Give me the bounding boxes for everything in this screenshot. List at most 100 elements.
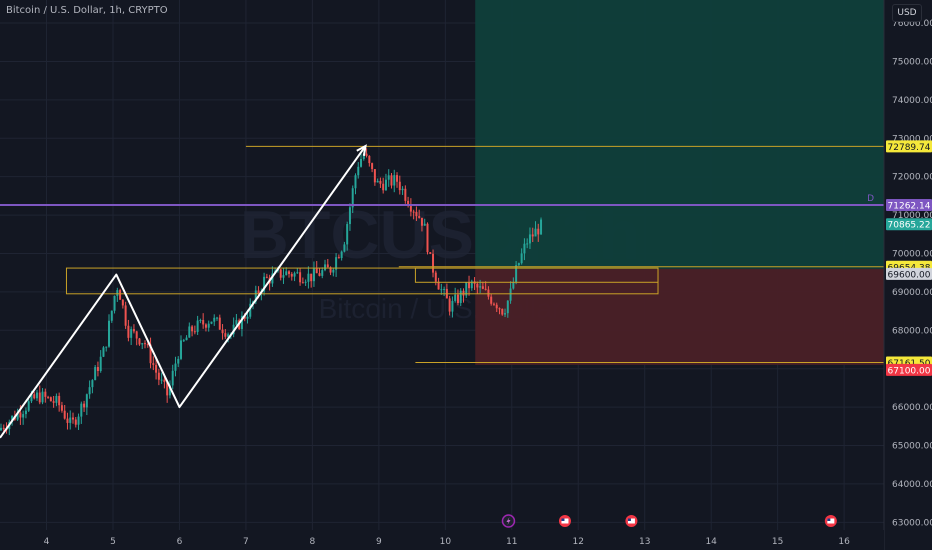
candle-body	[310, 273, 313, 282]
candle-body	[55, 395, 58, 403]
time-tick-label: 9	[376, 537, 382, 547]
candle-body	[376, 180, 379, 183]
flag-glyph-canton	[827, 518, 831, 521]
candle-body	[210, 321, 213, 324]
candle-body	[11, 415, 14, 422]
candle-body	[152, 363, 155, 365]
time-tick-label: 11	[506, 537, 517, 547]
candle-body	[72, 417, 75, 420]
candle-body	[66, 418, 69, 423]
price-tick-label: 70000.00	[892, 249, 932, 259]
candle-body	[83, 403, 86, 408]
candle-body	[132, 329, 135, 332]
candle-body	[509, 288, 512, 301]
candle-body	[127, 325, 130, 338]
candle-body	[207, 323, 210, 328]
candle-body	[420, 217, 423, 226]
level-marker: D	[867, 194, 874, 204]
candle-body	[218, 317, 221, 330]
candle-body	[38, 392, 41, 403]
price-label-bg	[886, 140, 932, 153]
candle-body	[105, 346, 108, 348]
symbol-title[interactable]: Bitcoin / U.S. Dollar, 1h, CRYPTO	[6, 5, 168, 16]
candle-body	[456, 294, 459, 304]
candle-body	[193, 331, 196, 333]
price-label-bg	[886, 363, 932, 376]
price-axis[interactable]: 63000.0064000.0065000.0066000.0067000.00…	[883, 0, 932, 550]
candle-body	[429, 252, 432, 254]
candle-body	[149, 344, 152, 364]
candle-body	[468, 282, 471, 289]
candle-body	[465, 282, 468, 296]
price-tick-label: 65000.00	[892, 442, 932, 452]
flag-glyph-canton	[561, 518, 565, 521]
price-tick-label: 66000.00	[892, 403, 932, 413]
candle-body	[443, 288, 446, 290]
candle-body	[296, 272, 299, 274]
candle-body	[423, 223, 426, 226]
candle-body	[185, 337, 188, 341]
candle-body	[315, 268, 318, 274]
candle-body	[360, 159, 363, 167]
candle-body	[99, 356, 102, 371]
price-label-bg	[886, 199, 932, 212]
candle-body	[171, 370, 174, 386]
candle-body	[454, 294, 457, 301]
profit-zone	[475, 0, 884, 269]
candle-body	[263, 276, 266, 292]
time-axis[interactable]: 4 5 6 7 8 9 10 11 12 13 14 15 16	[0, 530, 884, 550]
candle-body	[418, 216, 421, 218]
price-tick-label: 71000.00	[892, 211, 932, 221]
candle-body	[409, 205, 412, 212]
candle-body	[387, 175, 390, 180]
inner-range-box	[414, 267, 659, 283]
candle-body	[531, 234, 534, 237]
candle-body	[243, 315, 246, 319]
candle-body	[528, 234, 531, 244]
candle-body	[293, 273, 296, 277]
candle-body	[94, 367, 97, 381]
time-tick-label: 16	[838, 537, 850, 547]
candle-body	[481, 286, 484, 289]
candle-body	[16, 412, 19, 420]
candle-body	[312, 268, 315, 282]
price-label: 70865.22	[888, 221, 931, 231]
zigzag-arrowhead	[356, 144, 367, 156]
time-tick-label: 7	[243, 537, 249, 547]
lightning-glyph	[506, 517, 511, 525]
candle-body	[451, 300, 454, 312]
candle-body	[52, 401, 55, 403]
drawings[interactable]: D	[0, 144, 884, 439]
candle-body	[299, 272, 302, 283]
candle-body	[177, 358, 180, 364]
candle-body	[512, 282, 515, 289]
candle-body	[199, 320, 202, 322]
candle-body	[490, 296, 493, 304]
price-tick-label: 68000.00	[892, 326, 932, 336]
candle-body	[204, 324, 207, 328]
price-tick-label: 69000.00	[892, 288, 932, 298]
currency-button[interactable]: USD	[892, 4, 922, 22]
event-icons[interactable]	[501, 514, 837, 528]
candle-body	[166, 382, 169, 396]
candle-body	[324, 264, 327, 271]
candle-body	[301, 282, 304, 284]
candle-body	[44, 391, 47, 397]
candle-body	[526, 243, 529, 245]
price-tick-label: 64000.00	[892, 480, 932, 490]
candle-body	[188, 326, 191, 338]
loss-zone	[475, 268, 884, 365]
price-label: 69600.00	[888, 270, 931, 280]
candle-body	[191, 326, 194, 332]
time-tick-label: 13	[639, 537, 650, 547]
candle-body	[135, 331, 138, 339]
candle-body	[307, 273, 310, 282]
candle-body	[168, 385, 171, 396]
time-tick-label: 12	[573, 537, 584, 547]
candle-body	[290, 273, 293, 277]
price-label: 72789.74	[888, 143, 931, 153]
price-tick-label: 74000.00	[892, 96, 932, 106]
candle-body	[240, 315, 243, 329]
